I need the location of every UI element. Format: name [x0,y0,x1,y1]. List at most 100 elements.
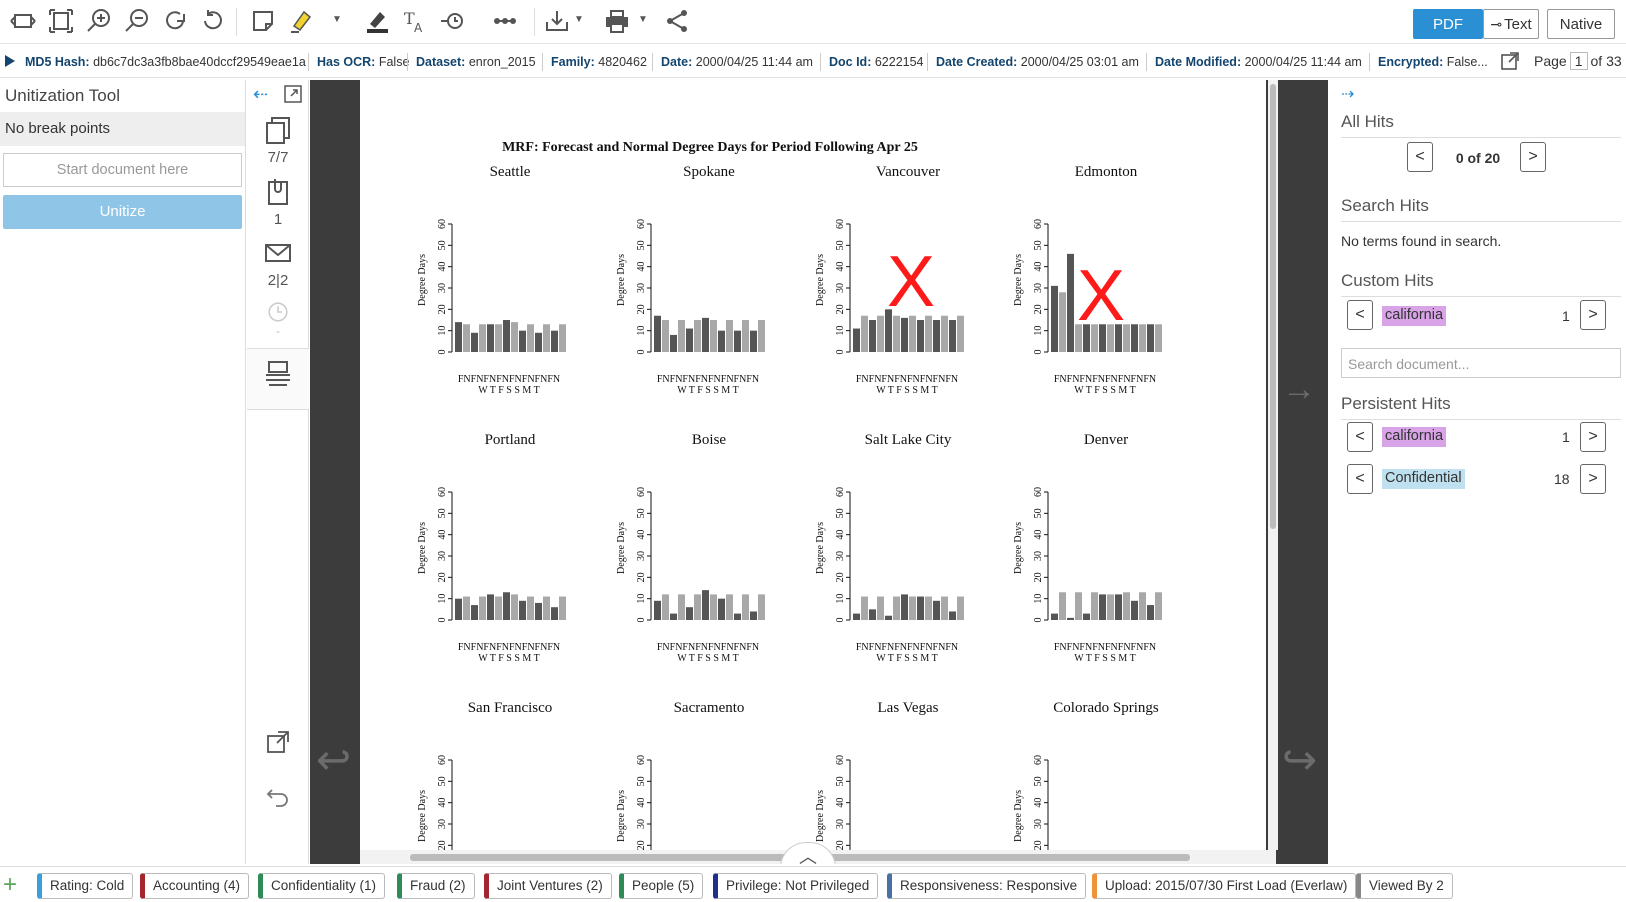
print-dropdown-icon[interactable]: ▼ [638,14,648,25]
highlighter-icon[interactable] [286,6,316,36]
download-dropdown-icon[interactable]: ▼ [574,14,584,25]
all-hits-title: All Hits [1341,112,1394,131]
y-tick-label: 30 [835,283,846,293]
rotate-right-icon[interactable] [160,6,190,36]
timeline-icon[interactable] [438,6,468,36]
attachments-item[interactable]: 1 [247,177,309,228]
page-number-input[interactable]: 1 [1569,52,1588,70]
custom-hit-prev-button[interactable]: < [1347,300,1373,330]
x-tick-label-top: FNFNFNFNFNFNFNFN [458,642,560,653]
collapse-right-icon[interactable]: ⇢ [1341,86,1355,103]
chart-title: Spokane [683,164,735,180]
custom-hit-term[interactable]: california [1382,306,1447,326]
tag-chip[interactable]: People (5) [619,873,704,899]
document-title: MRF: Forecast and Normal Degree Days for… [502,140,918,155]
bar [949,320,956,352]
unitize-button[interactable]: Unitize [3,195,242,229]
open-external-icon[interactable] [266,730,290,759]
bar [1115,324,1122,352]
family-item[interactable]: 2|2 [247,238,309,289]
redact-icon[interactable] [362,6,392,36]
tag-chip[interactable]: Rating: Cold [37,873,134,899]
chart-title: Colorado Springs [1053,700,1159,716]
tag-chip[interactable]: Confidentiality (1) [258,873,386,899]
tag-chip[interactable]: Privilege: Not Privileged [713,873,879,899]
native-view-button[interactable]: Native [1547,9,1615,39]
x-tick-label-bottom: W T F S S M T [478,653,540,664]
tag-chip[interactable]: Responsiveness: Responsive [887,873,1087,899]
tag-chip[interactable]: Fraud (2) [397,873,475,899]
tag-chip[interactable]: Viewed By 2 [1356,873,1453,899]
pages-item[interactable]: 7/7 [247,115,309,166]
all-hits-next-button[interactable]: > [1520,142,1546,172]
bar [869,320,876,352]
y-tick-label: 20 [835,304,846,314]
previous-document-icon[interactable]: ↩ [316,736,352,783]
history-item[interactable]: - [247,300,309,338]
persistent-hit-prev-button[interactable]: < [1347,464,1373,494]
y-tick-label: 30 [437,819,448,829]
document-viewer[interactable]: MRF: Forecast and Normal Degree Days for… [310,80,1328,864]
tag-chip[interactable]: Accounting (4) [140,873,250,899]
highlighter-dropdown-icon[interactable]: ▼ [332,14,342,25]
y-tick-label: 40 [636,262,647,272]
zoom-in-icon[interactable] [84,6,114,36]
bar [1123,324,1130,352]
fit-page-icon[interactable] [46,6,76,36]
bar [742,320,749,352]
download-icon[interactable] [542,6,572,36]
y-tick-label: 30 [636,819,647,829]
persistent-hit-prev-button[interactable]: < [1347,422,1373,452]
start-document-input[interactable]: Start document here [3,153,242,187]
custom-hit-next-button[interactable]: > [1580,300,1606,330]
print-icon[interactable] [602,6,632,36]
y-tick-label: 60 [1033,219,1044,229]
search-document-input[interactable]: Search document... [1341,348,1621,378]
persistent-hit-next-button[interactable]: > [1580,422,1606,452]
collapse-left-icon[interactable]: ⇠ [253,84,269,104]
y-tick-label: 10 [437,594,448,604]
bar [686,607,693,620]
bar [686,328,693,352]
persistent-hit-term[interactable]: Confidential [1382,469,1465,489]
vertical-scroll-thumb[interactable] [1270,84,1276,529]
text-view-button[interactable]: ⊸ Text [1483,9,1539,39]
persistent-hit-term[interactable]: california [1382,427,1447,447]
share-icon[interactable] [662,6,692,36]
undo-icon[interactable] [266,784,290,813]
zoom-out-icon[interactable] [122,6,152,36]
y-tick-label: 0 [437,350,448,355]
y-tick-label: 60 [437,219,448,229]
bar [1051,613,1058,620]
y-tick-label: 50 [636,508,647,518]
y-tick-label: 0 [835,350,846,355]
metadata-bar: MD5 Hash: db6c7dc3a3fb8bae40dccf29549eae… [0,46,1626,78]
note-icon[interactable] [248,6,278,36]
next-page-icon[interactable]: → [1282,370,1316,408]
next-document-icon[interactable]: ↪ [1282,736,1318,783]
bar [535,332,542,352]
popout-icon[interactable] [1500,51,1520,74]
meta-divider [652,53,653,71]
expand-icon[interactable] [283,84,303,109]
y-tick-label: 0 [1033,618,1044,623]
expand-metadata-icon[interactable] [5,55,15,67]
x-tick-label-bottom: W T F S S M T [478,385,540,396]
all-hits-prev-button[interactable]: < [1407,142,1433,172]
rotate-left-icon[interactable] [198,6,228,36]
fit-width-icon[interactable] [8,6,38,36]
pdf-view-button[interactable]: PDF [1413,9,1483,39]
y-tick-label: 20 [835,572,846,582]
add-tag-icon[interactable]: + [3,871,18,898]
bar [543,324,550,352]
vertical-scrollbar[interactable] [1268,80,1278,850]
tag-chip[interactable]: Joint Ventures (2) [484,873,612,899]
persistent-hit-next-button[interactable]: > [1580,464,1606,494]
chart-title: Sacramento [674,700,745,716]
print-pages-item[interactable] [247,348,309,410]
tag-chip[interactable]: Upload: 2015/07/30 First Load (Everlaw) [1092,873,1357,899]
more-icon[interactable] [490,6,520,36]
meta-divider [927,53,928,71]
bar [495,324,502,352]
